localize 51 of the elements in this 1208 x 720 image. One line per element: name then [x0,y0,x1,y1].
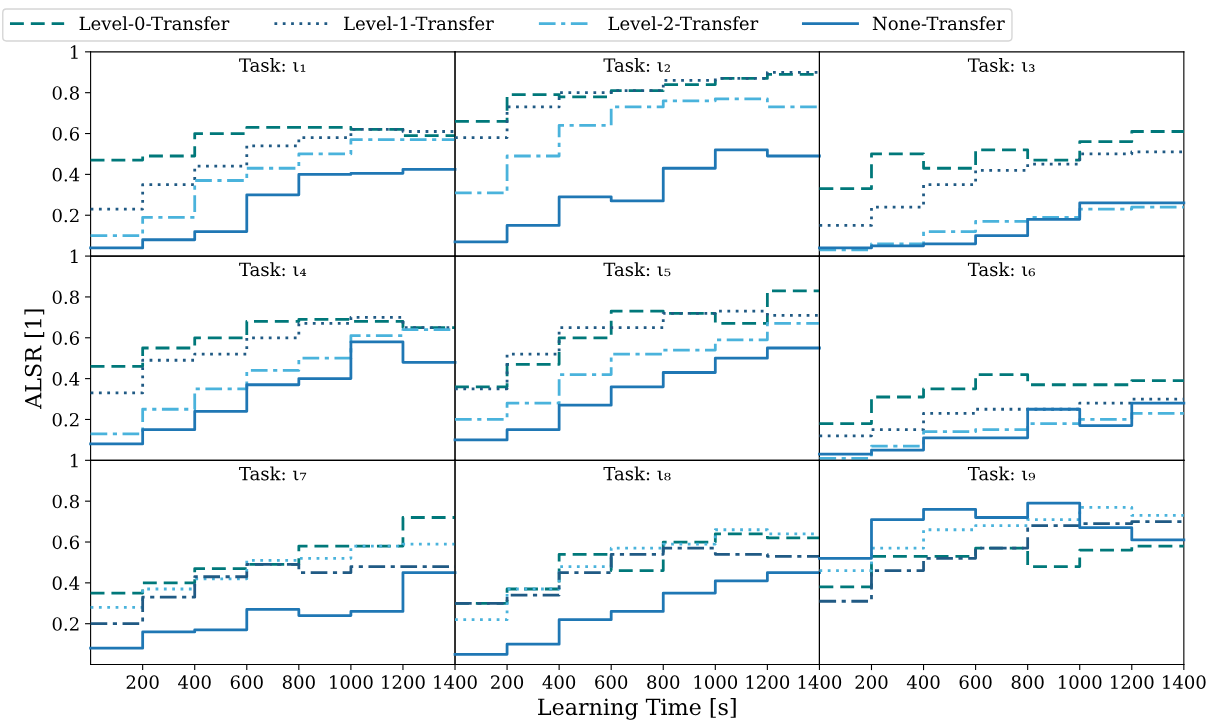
x-tick-label: 600 [230,675,263,689]
x-tick-label: 1400 [1163,675,1206,689]
legend-label: Level-0-Transfer [79,16,230,31]
x-tick-label: 400 [178,675,211,689]
x-tick-label: 600 [595,675,628,689]
x-tick-label: 200 [855,675,888,689]
x-axis-title: Learning Time [s] [538,698,736,720]
y-tick-label: 0.8 [52,494,79,509]
y-tick-label: 0.8 [52,290,79,305]
chart-title: Task: ι₈ [603,466,671,481]
x-tick-label: 1400 [798,675,842,689]
x-tick-label: 200 [126,675,159,689]
x-tick-label: 800 [1011,675,1044,689]
chart-title: Task: ι₇ [239,466,307,481]
y-tick-label: 0.2 [52,617,79,631]
legend-label: None-Transfer [872,16,1005,31]
x-tick-label: 800 [647,675,680,689]
y-tick-label: 0.6 [52,535,80,550]
y-tick-label: 1 [70,249,78,263]
x-tick-label: 400 [542,675,576,689]
y-tick-label: 1 [70,453,78,468]
x-tick-label: 200 [491,675,524,689]
y-axis-title: ALSR [1] [24,309,45,409]
y-tick-label: 0.8 [52,86,79,100]
x-tick-label: 1000 [694,675,738,689]
x-tick-label: 400 [906,675,940,689]
chart-title: Task: ι₉ [967,466,1036,481]
x-tick-label: 1000 [330,675,373,689]
y-tick-label: 0.2 [52,412,79,427]
x-tick-label: 600 [959,675,992,689]
chart-title: Task: ι₃ [967,57,1035,72]
y-tick-label: 0.2 [52,208,79,223]
y-tick-label: 0.6 [52,127,80,141]
legend-label: Level-2-Transfer [608,16,759,31]
chart-title: Task: ι₅ [603,262,671,277]
y-tick-label: 0.4 [52,167,80,182]
x-tick-label: 800 [282,675,315,689]
chart-title: Task: ι₆ [967,262,1035,277]
y-tick-label: 1 [70,45,78,59]
x-tick-label: 1000 [1058,675,1102,689]
legend-label: Level-1-Transfer [344,16,494,31]
chart-title: Task: ι₁ [239,57,306,72]
y-tick-label: 0.6 [52,331,80,345]
x-tick-label: 1200 [382,675,425,689]
y-tick-label: 0.4 [52,372,80,386]
x-tick-label: 1200 [1111,675,1154,689]
y-tick-label: 0.4 [52,576,80,590]
chart-title: Task: ι₄ [239,262,307,277]
chart-title: Task: ι₂ [603,57,670,72]
x-tick-label: 1400 [434,675,477,689]
x-tick-label: 1200 [746,675,790,689]
